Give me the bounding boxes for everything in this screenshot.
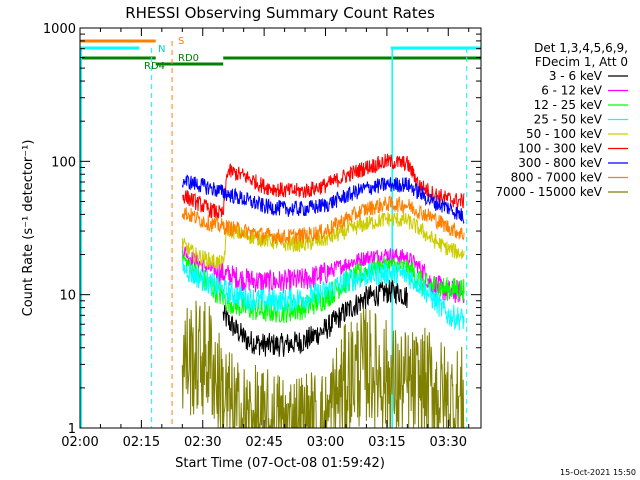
x-tick-label-6: 03:30	[430, 435, 467, 450]
x-tick-label-5: 03:15	[368, 435, 405, 450]
x-tick-label-4: 03:00	[307, 435, 344, 450]
y-tick-label-1: 10	[59, 289, 76, 304]
legend-label-6: 300 - 800 keV	[518, 156, 602, 170]
series-line-7	[181, 195, 465, 245]
series-line-8	[181, 300, 465, 428]
y-tick-label-2: 100	[51, 155, 76, 170]
series-line-3	[181, 259, 465, 331]
chart-title: RHESSI Observing Summary Count Rates	[125, 4, 435, 22]
series-line-0	[222, 279, 408, 357]
annotation-rd4-label: RD4	[144, 61, 165, 72]
series-line-4	[181, 212, 465, 271]
status-bars-layer	[80, 39, 481, 428]
x-tick-label-1: 02:15	[123, 435, 160, 450]
legend-label-2: 12 - 25 keV	[534, 98, 603, 112]
x-axis-label: Start Time (07-Oct-08 01:59:42)	[175, 456, 385, 471]
y-tick-label-3: 1000	[43, 22, 76, 37]
footer-date: 15-Oct-2021 15:50	[560, 468, 636, 477]
legend-label-8: 7000 - 15000 keV	[495, 185, 602, 199]
series-line-1	[181, 246, 465, 304]
x-tick-label-3: 02:45	[245, 435, 282, 450]
y-axis-label: Count Rate (s⁻¹ detector⁻¹)	[21, 140, 36, 317]
plot-frame	[79, 27, 482, 429]
series-line-6	[181, 174, 465, 225]
legend-label-4: 50 - 100 keV	[526, 127, 603, 141]
legend-label-5: 100 - 300 keV	[518, 142, 602, 156]
series-line-5	[182, 153, 465, 220]
legend-label-1: 6 - 12 keV	[541, 84, 603, 98]
annotation-rd0-label: RD0	[178, 53, 199, 64]
legend-label-0: 3 - 6 keV	[549, 69, 603, 83]
legend-header-line-2: FDecim 1, Att 0	[535, 55, 628, 69]
annotation-n-label: N	[158, 44, 165, 55]
x-tick-label-2: 02:30	[184, 435, 221, 450]
y-tick-label-0: 1	[68, 422, 76, 437]
series-layer	[181, 153, 465, 428]
legend-header-line-1: Det 1,3,4,5,6,9,	[534, 41, 628, 55]
legend-label-7: 800 - 7000 keV	[511, 171, 603, 185]
annotation-s-label: S	[178, 36, 184, 47]
x-tick-label-0: 02:00	[61, 435, 98, 450]
tick-layer: 02:00 02:15 02:30 02:45 03:00 03:15 03:30 1 10 10…	[43, 22, 481, 450]
legend-label-3: 25 - 50 keV	[534, 113, 603, 127]
